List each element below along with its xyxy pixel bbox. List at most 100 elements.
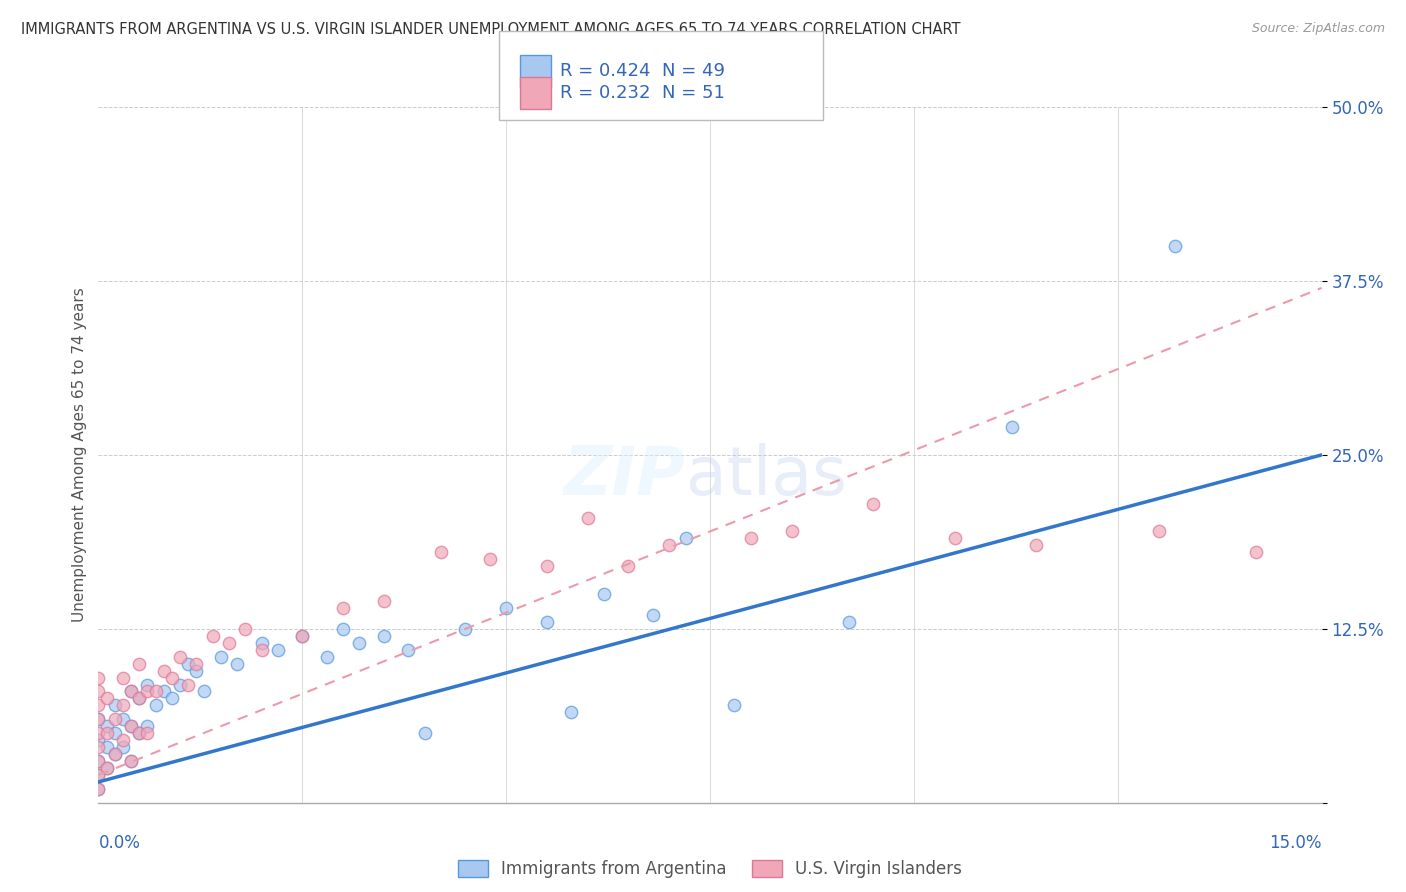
Point xyxy=(104,747,127,761)
Point xyxy=(495,601,517,615)
Point xyxy=(576,510,599,524)
Point xyxy=(120,754,142,768)
Point xyxy=(152,664,174,678)
Point xyxy=(226,657,249,671)
Point xyxy=(723,698,745,713)
Text: atlas: atlas xyxy=(686,442,846,508)
Point xyxy=(87,733,110,747)
Point xyxy=(136,726,159,740)
Point xyxy=(1025,538,1047,552)
Point xyxy=(111,671,134,685)
Point xyxy=(136,719,159,733)
Point xyxy=(111,733,134,747)
Point xyxy=(87,754,110,768)
Point xyxy=(560,706,582,720)
Point xyxy=(332,622,354,636)
Point xyxy=(136,684,159,698)
Point xyxy=(177,677,200,691)
Y-axis label: Unemployment Among Ages 65 to 74 years: Unemployment Among Ages 65 to 74 years xyxy=(72,287,87,623)
Legend: Immigrants from Argentina, U.S. Virgin Islanders: Immigrants from Argentina, U.S. Virgin I… xyxy=(451,854,969,885)
Point xyxy=(120,719,142,733)
Text: 0.0%: 0.0% xyxy=(98,834,141,852)
Point xyxy=(128,726,150,740)
Point xyxy=(658,538,681,552)
Point xyxy=(373,594,395,608)
Point xyxy=(160,691,183,706)
Point xyxy=(87,754,110,768)
Point xyxy=(186,664,208,678)
Point xyxy=(87,698,110,713)
Point xyxy=(454,622,477,636)
Point xyxy=(96,719,118,733)
Point xyxy=(87,726,110,740)
Point xyxy=(111,698,134,713)
Point xyxy=(478,552,501,566)
Point xyxy=(396,642,419,657)
Point xyxy=(120,684,142,698)
Point xyxy=(104,747,127,761)
Point xyxy=(87,671,110,685)
Point xyxy=(617,559,640,574)
Point xyxy=(128,691,150,706)
Point xyxy=(1246,545,1268,559)
Point xyxy=(96,761,118,775)
Point xyxy=(675,532,697,546)
Point xyxy=(111,740,134,755)
Point xyxy=(87,781,110,796)
Point xyxy=(96,726,118,740)
Point xyxy=(593,587,616,601)
Point xyxy=(120,754,142,768)
Point xyxy=(862,497,884,511)
Point xyxy=(145,684,167,698)
Point xyxy=(96,761,118,775)
Point xyxy=(120,719,142,733)
Point xyxy=(201,629,224,643)
Point xyxy=(193,684,215,698)
Point xyxy=(209,649,232,664)
Point xyxy=(740,532,762,546)
Point xyxy=(128,726,150,740)
Point xyxy=(169,677,191,691)
Point xyxy=(87,768,110,782)
Point xyxy=(136,677,159,691)
Point xyxy=(169,649,191,664)
Point xyxy=(250,636,273,650)
Point xyxy=(536,559,558,574)
Point xyxy=(641,607,664,622)
Point xyxy=(1147,524,1170,539)
Point xyxy=(87,712,110,726)
Point xyxy=(120,684,142,698)
Point xyxy=(96,691,118,706)
Point xyxy=(291,629,314,643)
Point xyxy=(87,684,110,698)
Point xyxy=(96,740,118,755)
Point xyxy=(104,726,127,740)
Point xyxy=(218,636,240,650)
Point xyxy=(943,532,966,546)
Point xyxy=(250,642,273,657)
Point xyxy=(373,629,395,643)
Point xyxy=(177,657,200,671)
Point xyxy=(1164,239,1187,253)
Point xyxy=(104,712,127,726)
Point xyxy=(186,657,208,671)
Text: ZIP: ZIP xyxy=(564,442,686,508)
Point xyxy=(267,642,290,657)
Point xyxy=(332,601,354,615)
Point xyxy=(430,545,453,559)
Point xyxy=(780,524,803,539)
Point xyxy=(349,636,371,650)
Point xyxy=(87,740,110,755)
Point xyxy=(128,657,150,671)
Point xyxy=(87,768,110,782)
Point xyxy=(104,698,127,713)
Point xyxy=(128,691,150,706)
Point xyxy=(145,698,167,713)
Text: IMMIGRANTS FROM ARGENTINA VS U.S. VIRGIN ISLANDER UNEMPLOYMENT AMONG AGES 65 TO : IMMIGRANTS FROM ARGENTINA VS U.S. VIRGIN… xyxy=(21,22,960,37)
Point xyxy=(111,712,134,726)
Point xyxy=(1001,420,1024,434)
Point xyxy=(315,649,337,664)
Point xyxy=(152,684,174,698)
Point xyxy=(87,712,110,726)
Point xyxy=(291,629,314,643)
